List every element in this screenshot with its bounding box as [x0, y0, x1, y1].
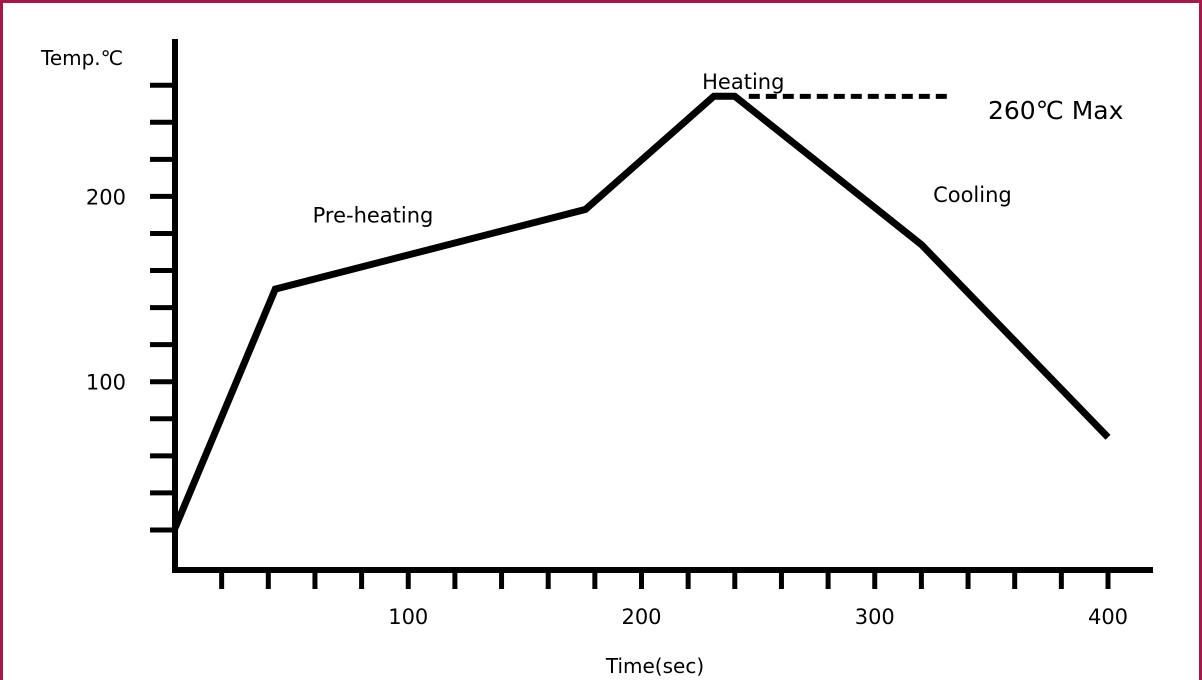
phase-label: Heating: [702, 70, 784, 94]
tick-labels: 100 200 300 400 100 200: [86, 185, 1128, 629]
series: [171, 92, 1111, 530]
annotations: 260℃ Max Pre-heating Heating Cooling: [313, 70, 1124, 227]
axis-ticks: [150, 82, 1111, 589]
y-tick-label: 100: [86, 371, 126, 395]
phase-label: Pre-heating: [313, 203, 434, 227]
x-tick-label: 200: [621, 605, 661, 629]
y-tick-label: 200: [86, 185, 126, 209]
reflow-profile-chart: 100 200 300 400 100 200 260℃ Max Pre-heating He…: [40, 39, 1153, 678]
temperature-profile-line: [171, 92, 1111, 530]
x-tick-label: 100: [388, 605, 428, 629]
x-tick-label: 400: [1088, 605, 1128, 629]
x-axis-label: Time(sec): [605, 654, 704, 678]
y-axis-label: Temp.℃: [40, 46, 123, 70]
phase-label: Cooling: [933, 183, 1012, 207]
axes: [172, 39, 1153, 573]
x-tick-label: 300: [855, 605, 895, 629]
max-temperature-label: 260℃ Max: [988, 96, 1123, 125]
